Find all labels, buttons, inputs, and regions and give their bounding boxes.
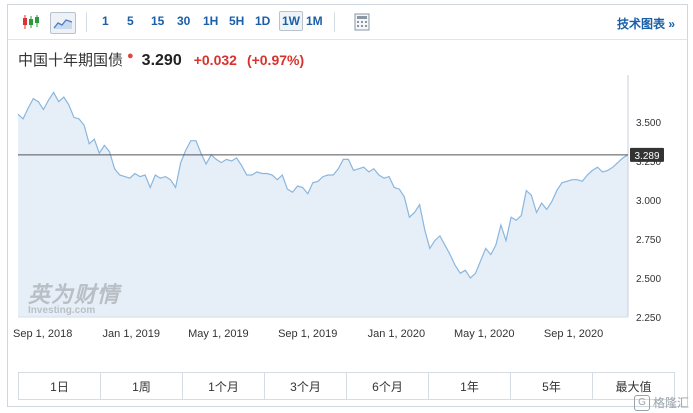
watermark-cn: 英为财情: [28, 282, 121, 307]
x-tick-label-2: May 1, 2019: [188, 328, 249, 340]
y-tick-label-4: 2.500: [636, 274, 661, 285]
range-1m[interactable]: 1个月: [183, 373, 265, 399]
source-badge: G 格隆汇: [633, 394, 689, 411]
range-6m[interactable]: 6个月: [347, 373, 429, 399]
range-1y[interactable]: 1年: [429, 373, 511, 399]
current-price-box: [630, 147, 664, 162]
range-3m[interactable]: 3个月: [265, 373, 347, 399]
y-tick-label-0: 3.500: [636, 118, 661, 129]
range-5y[interactable]: 5年: [511, 373, 593, 399]
instrument-change-pct: (+0.97%): [246, 52, 305, 68]
x-tick-label-5: May 1, 2020: [454, 328, 515, 340]
x-tick-label-0: Sep 1, 2018: [13, 328, 72, 340]
chart-toolbar: 1 5 15 30 1H 5H 1D 1W 1M 技术图表 »: [8, 5, 687, 40]
timeframe-1[interactable]: 1: [102, 14, 109, 28]
technical-chart-link[interactable]: 技术图表 »: [616, 17, 675, 31]
timeframe-30[interactable]: 30: [177, 14, 191, 28]
y-tick-label-3: 2.750: [636, 235, 661, 246]
range-selector: 1日 1周 1个月 3个月 6个月 1年 5年 最大值: [18, 372, 675, 400]
x-tick-label-4: Jan 1, 2020: [368, 328, 426, 340]
timeframe-5h[interactable]: 5H: [229, 14, 245, 28]
timeframe-1w[interactable]: 1W: [279, 11, 303, 31]
badge-logo-icon: G: [633, 394, 650, 411]
chart-widget: 1 5 15 30 1H 5H 1D 1W 1M 技术图表 » 中国十年期国债 …: [7, 4, 688, 407]
x-tick-label-6: Sep 1, 2020: [544, 328, 603, 340]
current-price-label: 3.289: [634, 151, 659, 162]
badge-label: 格隆汇: [652, 396, 689, 410]
live-dot-icon: ●: [127, 50, 134, 62]
timeframe-1m[interactable]: 1M: [306, 14, 323, 28]
calculator-icon[interactable]: [352, 12, 372, 32]
area-chart-icon[interactable]: [50, 12, 76, 34]
x-tick-label-3: Sep 1, 2019: [278, 328, 337, 340]
timeframe-1d[interactable]: 1D: [255, 14, 271, 28]
y-tick-label-2: 3.000: [636, 196, 661, 207]
timeframe-1h[interactable]: 1H: [203, 14, 219, 28]
y-tick-label-1: 3.250: [636, 157, 661, 168]
instrument-change: +0.032: [193, 52, 237, 68]
series-area-fill: [18, 92, 628, 318]
watermark-logo: 英为财情 Investing.com: [28, 277, 120, 316]
timeframe-15[interactable]: 15: [151, 14, 165, 28]
y-tick-label-5: 2.250: [636, 313, 661, 324]
range-1w[interactable]: 1周: [101, 373, 183, 399]
instrument-price: 3.290: [141, 52, 182, 69]
instrument-name: 中国十年期国债: [18, 52, 124, 69]
range-max[interactable]: 最大值: [593, 373, 674, 399]
instrument-header: 中国十年期国债 ● 3.290 +0.032 (+0.97%): [18, 49, 304, 75]
series-line: [17, 91, 629, 279]
timeframe-5[interactable]: 5: [127, 14, 134, 28]
watermark-en: Investing.com: [28, 305, 96, 316]
x-tick-label-1: Jan 1, 2019: [103, 328, 161, 340]
range-1d[interactable]: 1日: [19, 373, 101, 399]
price-chart[interactable]: 3.500 3.250 3.000 2.750 2.500 2.250 Sep 1, 201…: [8, 5, 687, 365]
candlestick-icon[interactable]: [20, 12, 42, 32]
